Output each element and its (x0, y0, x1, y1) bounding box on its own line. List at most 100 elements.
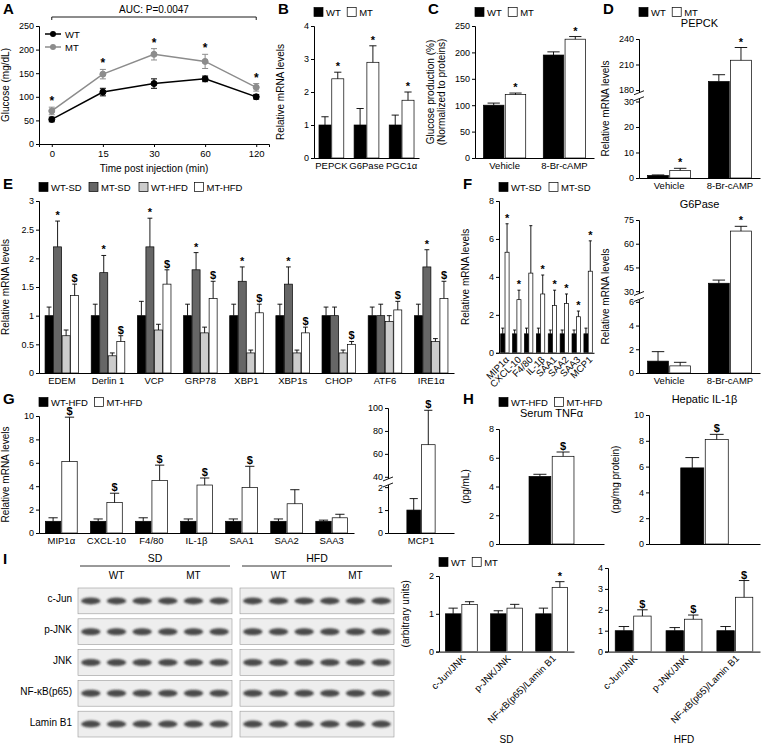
bar-series (705, 434, 728, 544)
plot-area: 00.511.522.53EDEMDerlin 1VCPGRP78XBP1XBP… (21, 196, 454, 385)
y-tick-mark (385, 431, 388, 432)
x-tick: p-JNK/JNK (472, 652, 513, 694)
significance-labels: $ (425, 398, 431, 410)
significance: * (101, 56, 106, 70)
y-tick: 8 (639, 436, 649, 446)
x-tick-label: PGC1α (386, 160, 418, 171)
y-tick: 250 (455, 21, 475, 31)
bar (137, 316, 145, 373)
y-axis: 01234 (598, 563, 609, 657)
error-bar (557, 452, 570, 456)
bar (735, 597, 752, 651)
error-bar (332, 307, 337, 316)
x-tick: MIP1α (47, 533, 75, 546)
series-line (52, 54, 256, 111)
blot-band (184, 690, 204, 697)
legend-item: MT (347, 7, 373, 18)
y-tick-label: 0 (489, 348, 494, 358)
y-tick-mark (436, 614, 439, 615)
y-tick-mark (36, 97, 39, 98)
x-tick: Derlin 1 (92, 373, 125, 386)
error-bar (674, 362, 686, 366)
error-bar (555, 582, 564, 588)
y-tick-mark (636, 373, 639, 374)
x-tick-label: F4/80 (139, 535, 163, 546)
error-bar (49, 117, 55, 122)
error-bar (148, 218, 153, 247)
error-bar (253, 94, 259, 99)
bar (553, 305, 557, 352)
error-bar (387, 316, 392, 322)
y-tick: 4 (29, 482, 39, 492)
legend-item: WT (45, 29, 80, 40)
significance: * (49, 94, 54, 108)
y-tick-label: 50 (460, 127, 470, 137)
error-bar (674, 168, 686, 170)
legend-label: WT (65, 29, 80, 40)
y-tick-label: 180 (619, 85, 634, 95)
error-bar (64, 330, 69, 336)
bar-series (71, 270, 448, 373)
x-tick-label: EDEM (48, 375, 76, 386)
x-tick-label: CHOP (325, 375, 352, 386)
bar (322, 316, 330, 373)
y-tick-mark (36, 73, 39, 74)
significance: * (425, 238, 430, 250)
y-tick: 8 (489, 424, 499, 434)
y-tick-mark (36, 258, 39, 259)
bar-series (332, 46, 414, 158)
row-label: c-Jun (48, 593, 72, 604)
blot-band (132, 628, 152, 635)
legend-marker (50, 44, 56, 50)
bar (731, 60, 752, 178)
bar (91, 316, 99, 373)
error-bar (370, 307, 375, 316)
y-tick: 2 (429, 571, 439, 581)
plot-area: 02468$ (489, 424, 605, 549)
x-axis-title: SD (500, 734, 514, 745)
annotation-bracket (52, 17, 256, 20)
error-bar (47, 307, 52, 316)
blot-band (294, 721, 314, 728)
error-bar (525, 328, 528, 334)
blot-band (243, 721, 263, 728)
y-tick-label: 240 (619, 34, 634, 44)
x-tick: Vehicle (654, 373, 685, 386)
blot-strip (240, 711, 394, 737)
y-tick-mark (36, 486, 39, 487)
significance-labels: ** (678, 36, 744, 169)
marks (45, 417, 347, 533)
error-bar (494, 611, 503, 614)
error-bar (433, 339, 438, 342)
y-tick-mark (36, 533, 39, 534)
y-axis-title: Relative mRNA levels (460, 229, 471, 325)
bar (247, 353, 255, 373)
y-tick: 150 (19, 69, 39, 79)
legend-item: WT (639, 7, 666, 18)
significance: * (564, 282, 569, 294)
panel: 050100150200250Vehicle8-Br-cAMP**Glucose… (425, 0, 595, 171)
x-tick-label: 60 (200, 148, 211, 159)
x-axis-line (40, 145, 270, 148)
legend-swatch (314, 8, 323, 17)
blot-strip (240, 588, 394, 614)
blot-strip (240, 680, 394, 706)
error-bar (349, 341, 354, 344)
y-tick-label: 2 (29, 254, 34, 264)
bar (385, 321, 393, 373)
x-tick-label: IL-1β (186, 535, 208, 546)
bar (319, 125, 331, 158)
x-axis: EDEMDerlin 1VCPGRP78XBP1XBP1sCHOPATF6IRE… (40, 373, 455, 386)
blot-band (107, 597, 127, 604)
significance: $ (157, 453, 163, 465)
x-tick-label: NF-κB(p65)/Lamin B1 (668, 653, 741, 726)
x-tick: MCP1 (408, 533, 434, 546)
bar (62, 462, 77, 533)
significance-labels: ***** (49, 36, 258, 109)
legend-label: WT (326, 7, 341, 18)
legend-item: WT-HFD (139, 182, 188, 193)
significance-labels: $ (714, 422, 720, 434)
y-tick: 1 (598, 626, 608, 636)
y-tick-mark (472, 105, 475, 106)
y-tick: 250 (19, 21, 39, 31)
